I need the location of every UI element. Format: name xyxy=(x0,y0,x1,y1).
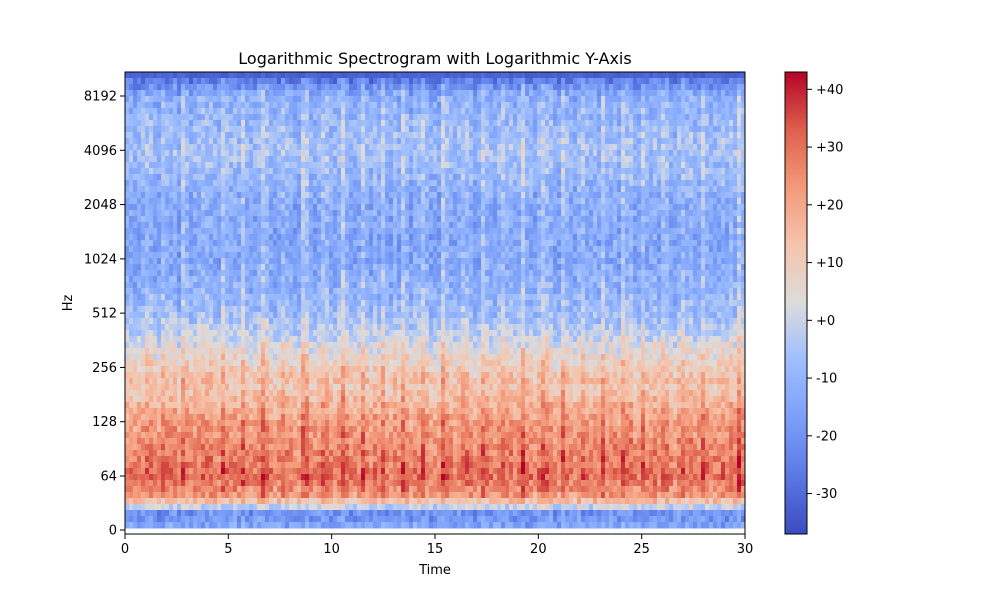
y-axis-label: Hz xyxy=(61,295,76,312)
spectrogram-image xyxy=(125,72,745,529)
colorbar: +40 +30 +20 +10 +0 -10 -20 -30 xyxy=(784,71,843,535)
y-tick-label-7: 4096 xyxy=(84,144,117,159)
x-tick-label-4: 20 xyxy=(530,542,547,557)
x-tick-label-5: 25 xyxy=(633,542,650,557)
y-tick-label-3: 256 xyxy=(92,361,117,376)
y-axis: 0 64 128 256 512 1024 2048 4096 8192 xyxy=(84,90,125,539)
y-tick-label-8: 8192 xyxy=(84,90,117,105)
colorbar-tick-label-5: -10 xyxy=(816,372,837,387)
colorbar-tick-label-1: +30 xyxy=(816,141,843,156)
y-tick-label-6: 2048 xyxy=(84,198,117,213)
y-tick-label-4: 512 xyxy=(92,307,117,322)
y-tick-label-5: 1024 xyxy=(84,252,117,267)
colorbar-tick-label-4: +0 xyxy=(816,314,835,329)
x-tick-label-6: 30 xyxy=(737,542,754,557)
x-tick-label-1: 5 xyxy=(224,542,232,557)
colorbar-tick-label-0: +40 xyxy=(816,83,843,98)
colorbar-gradient xyxy=(784,71,808,535)
x-tick-label-2: 10 xyxy=(323,542,340,557)
y-tick-label-1: 64 xyxy=(100,470,117,485)
y-tick-label-2: 128 xyxy=(92,415,117,430)
x-axis: 0 5 10 15 20 25 30 xyxy=(121,534,753,557)
x-tick-label-0: 0 xyxy=(121,542,129,557)
colorbar-tick-label-7: -30 xyxy=(816,487,837,502)
colorbar-tick-label-3: +10 xyxy=(816,256,843,271)
x-axis-label: Time xyxy=(418,563,451,578)
chart-title: Logarithmic Spectrogram with Logarithmic… xyxy=(238,49,631,68)
x-tick-label-3: 15 xyxy=(427,542,444,557)
y-tick-label-0: 0 xyxy=(109,524,117,539)
colorbar-tick-label-2: +20 xyxy=(816,198,843,213)
colorbar-tick-label-6: -20 xyxy=(816,429,837,444)
